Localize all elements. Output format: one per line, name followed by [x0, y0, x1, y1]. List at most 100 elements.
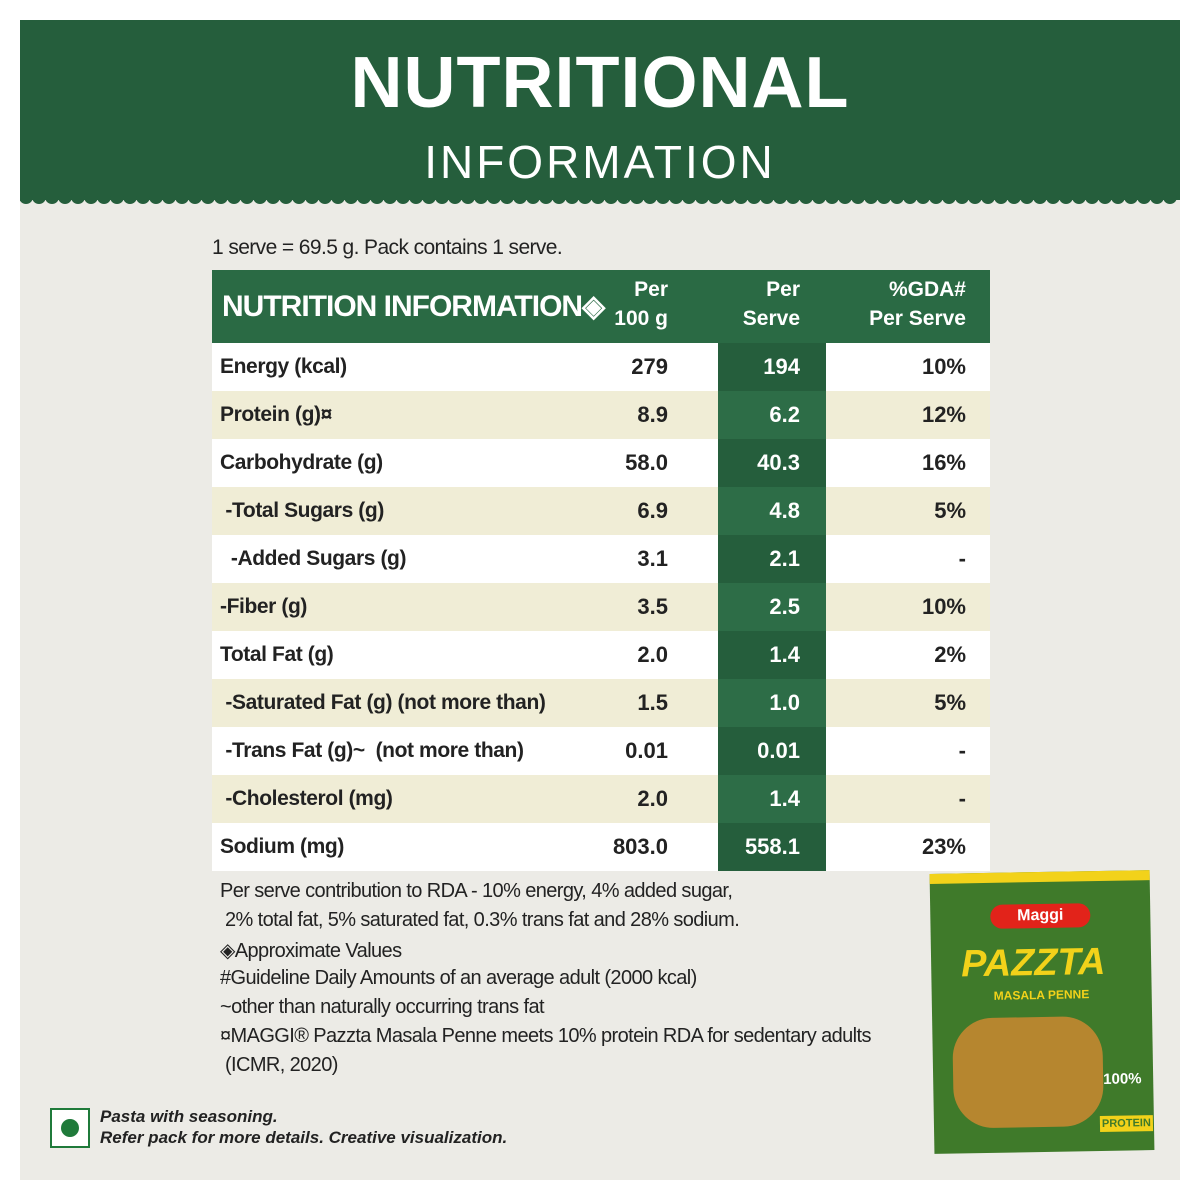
- scallop: [513, 195, 527, 204]
- scallop: [344, 195, 358, 204]
- column-header: Per Serve: [869, 307, 966, 330]
- column-header: Per: [634, 278, 668, 301]
- table-row: [212, 343, 990, 391]
- footnote: #Guideline Daily Amounts of an average a…: [220, 967, 697, 989]
- nutrient-value: 2.0: [637, 642, 668, 667]
- scallop: [318, 195, 332, 204]
- scallop: [1059, 195, 1073, 204]
- scallop: [877, 195, 891, 204]
- scallop: [383, 195, 397, 204]
- scallop: [916, 195, 930, 204]
- nutrient-label: Energy (kcal): [220, 355, 347, 378]
- veg-mark: [50, 1108, 90, 1148]
- nutrient-value: 4.8: [769, 498, 800, 523]
- nutrient-value: 2.5: [769, 594, 800, 619]
- table-row: [212, 439, 990, 487]
- pack-badge: 100%: [1103, 1070, 1142, 1088]
- scallop: [1033, 195, 1047, 204]
- nutrient-value: 6.9: [637, 498, 668, 523]
- nutrient-value: 3.5: [637, 594, 668, 619]
- scallop: [903, 195, 917, 204]
- nutrient-label: Total Fat (g): [220, 643, 334, 666]
- scallop: [162, 195, 176, 204]
- scallop: [1150, 195, 1164, 204]
- scallop: [786, 195, 800, 204]
- scallop: [1072, 195, 1086, 204]
- scallop: [539, 195, 553, 204]
- table-row: [212, 487, 990, 535]
- nutrition-table: NUTRITION INFORMATION◈ Per 100 g Per Serve %G…: [212, 270, 990, 871]
- scallop: [942, 195, 956, 204]
- nutrient-value: 23%: [921, 834, 966, 859]
- scallop: [643, 195, 657, 204]
- scallop: [669, 195, 683, 204]
- bottom-note-2: Refer pack for more details. Creative vi…: [100, 1128, 508, 1147]
- scallop: [136, 195, 150, 204]
- header-band: [20, 20, 1180, 200]
- scallop: [240, 195, 254, 204]
- footnote: ¤MAGGI® Pazzta Masala Penne meets 10% pr…: [220, 1025, 871, 1047]
- nutrient-label: Sodium (mg): [220, 835, 344, 858]
- scallop: [591, 195, 605, 204]
- scallop: [864, 195, 878, 204]
- nutrient-label: -Trans Fat (g)~ (not more than): [220, 739, 524, 762]
- nutrient-value: 5%: [934, 690, 966, 715]
- serve-cell: [718, 343, 826, 391]
- scallop: [201, 195, 215, 204]
- nutrient-value: 10%: [921, 594, 966, 619]
- nutrient-value: 194: [763, 354, 800, 379]
- nutrient-value: 40.3: [757, 450, 800, 475]
- scallop: [1137, 195, 1151, 204]
- scallop: [1111, 195, 1125, 204]
- nutrient-value: 10%: [921, 354, 966, 379]
- scallop: [32, 195, 46, 204]
- nutrient-value: 2.1: [769, 546, 800, 571]
- scallop-edge: [20, 195, 1177, 204]
- nutrient-label: -Added Sugars (g): [220, 547, 407, 570]
- footnote: (ICMR, 2020): [220, 1054, 338, 1076]
- scallop: [227, 195, 241, 204]
- scallop: [370, 195, 384, 204]
- scallop: [695, 195, 709, 204]
- column-header: Serve: [742, 307, 800, 330]
- scallop: [708, 195, 722, 204]
- table-row: [212, 727, 990, 775]
- table-row: [212, 535, 990, 583]
- scallop: [292, 195, 306, 204]
- pack-variant: MASALA PENNE: [993, 987, 1090, 1003]
- scallop: [721, 195, 735, 204]
- scallop: [435, 195, 449, 204]
- bottom-note-1: Pasta with seasoning.: [100, 1107, 278, 1126]
- scallop: [214, 195, 228, 204]
- table-header: [212, 270, 990, 343]
- nutrient-label: Carbohydrate (g): [220, 451, 383, 474]
- scallop: [747, 195, 761, 204]
- scallop: [84, 195, 98, 204]
- scallop: [994, 195, 1008, 204]
- serve-cell: [718, 631, 826, 679]
- scallop: [526, 195, 540, 204]
- scallop: [604, 195, 618, 204]
- table-row: [212, 583, 990, 631]
- table-row: [212, 775, 990, 823]
- nutrient-label: Protein (g)¤: [220, 403, 332, 426]
- subtitle: INFORMATION: [424, 136, 776, 188]
- veg-dot: [61, 1119, 79, 1137]
- scallop: [981, 195, 995, 204]
- scallop: [968, 195, 982, 204]
- serve-cell: [718, 775, 826, 823]
- scallop: [474, 195, 488, 204]
- scallop: [773, 195, 787, 204]
- scallop: [149, 195, 163, 204]
- scallop: [45, 195, 59, 204]
- nutrient-label: -Saturated Fat (g) (not more than): [220, 691, 546, 714]
- scallop: [487, 195, 501, 204]
- serve-cell: [718, 439, 826, 487]
- column-header: 100 g: [614, 307, 668, 330]
- pack-protein: PROTEIN: [1099, 1115, 1154, 1133]
- scallop: [630, 195, 644, 204]
- serve-cell: [718, 823, 826, 871]
- serve-cell: [718, 727, 826, 775]
- footnote: ◈Approximate Values: [220, 940, 402, 962]
- nutrient-value: 0.01: [625, 738, 668, 763]
